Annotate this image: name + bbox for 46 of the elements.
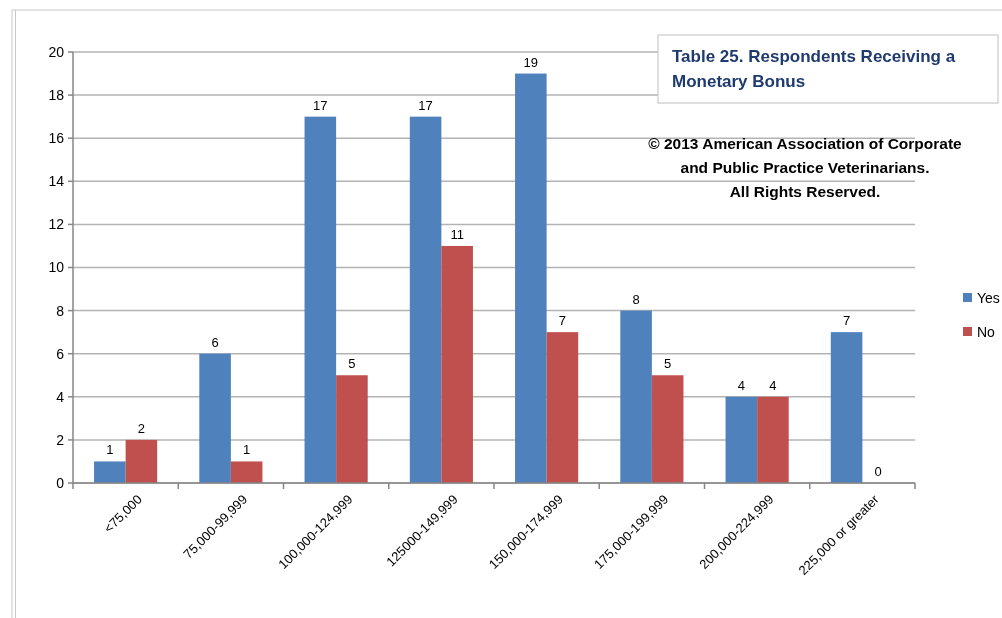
bar: [336, 375, 368, 483]
y-tick-label: 16: [48, 130, 65, 147]
y-tick-label: 6: [56, 345, 65, 362]
y-tick-label: 2: [56, 431, 65, 448]
data-label: 8: [632, 291, 640, 307]
chart-title: Table 25. Respondents Receiving a Monetary Bonus: [672, 47, 956, 91]
data-label: 6: [211, 334, 219, 350]
data-label: 5: [348, 356, 356, 372]
data-label: 1: [243, 442, 251, 458]
bar: [515, 73, 547, 483]
data-label: 1: [106, 442, 114, 458]
data-label: 4: [737, 377, 745, 393]
bar: [409, 116, 442, 483]
y-tick-label: 0: [56, 474, 65, 491]
y-tick-label: 4: [56, 388, 65, 405]
data-label: 4: [769, 377, 777, 393]
bar: [125, 439, 158, 483]
y-tick-label: 14: [48, 173, 65, 190]
data-label: 7: [558, 313, 567, 329]
bar: [830, 332, 863, 483]
bar: [94, 461, 126, 483]
data-label: 2: [137, 420, 146, 436]
annotation: © 2013 American Association of Corporate and Public Practice Veterinarians. All Rights Reserved.: [648, 135, 963, 200]
bar: [651, 375, 684, 483]
y-tick-label: 8: [56, 302, 65, 319]
y-tick-label: 20: [48, 43, 65, 60]
bar: [441, 245, 473, 483]
y-tick-label: 10: [48, 259, 65, 276]
bar: [725, 396, 758, 483]
bar: [546, 332, 579, 483]
data-label: 19: [523, 54, 539, 70]
data-label: 11: [450, 226, 464, 242]
bar: [757, 396, 789, 483]
data-label: 17: [418, 97, 433, 113]
bar: [230, 461, 263, 483]
data-label: 7: [842, 313, 851, 329]
y-tick-label: 18: [48, 87, 65, 103]
bar: [620, 310, 652, 483]
bar: [199, 353, 231, 483]
bar: [304, 116, 337, 483]
data-label: 5: [664, 356, 672, 372]
data-label: 17: [313, 97, 328, 113]
legend-label: Yes: [977, 289, 1000, 306]
data-label: 0: [874, 464, 882, 479]
legend-label: No: [977, 323, 996, 340]
y-tick-label: 12: [48, 216, 65, 233]
